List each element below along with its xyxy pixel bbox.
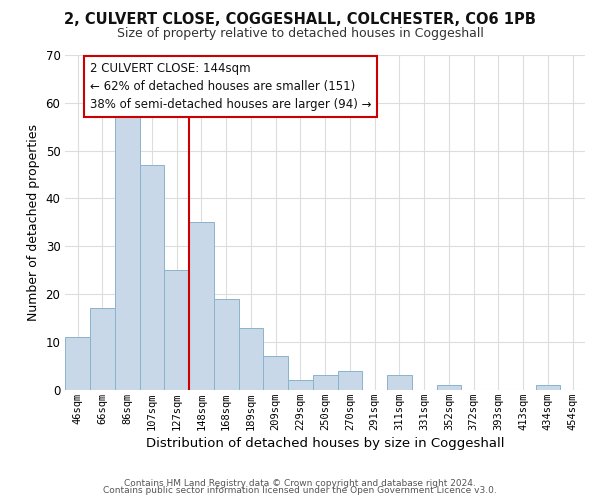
Y-axis label: Number of detached properties: Number of detached properties — [27, 124, 40, 321]
Bar — [263, 356, 288, 390]
Bar — [338, 370, 362, 390]
Bar — [90, 308, 115, 390]
Bar — [65, 337, 90, 390]
Bar — [288, 380, 313, 390]
Bar — [239, 328, 263, 390]
Text: 2 CULVERT CLOSE: 144sqm
← 62% of detached houses are smaller (151)
38% of semi-d: 2 CULVERT CLOSE: 144sqm ← 62% of detache… — [90, 62, 371, 111]
Text: Size of property relative to detached houses in Coggeshall: Size of property relative to detached ho… — [116, 28, 484, 40]
Bar — [313, 376, 338, 390]
Bar — [437, 385, 461, 390]
Text: Contains HM Land Registry data © Crown copyright and database right 2024.: Contains HM Land Registry data © Crown c… — [124, 478, 476, 488]
Bar — [214, 299, 239, 390]
Bar — [140, 165, 164, 390]
Bar — [189, 222, 214, 390]
Bar — [164, 270, 189, 390]
Bar — [387, 376, 412, 390]
Text: 2, CULVERT CLOSE, COGGESHALL, COLCHESTER, CO6 1PB: 2, CULVERT CLOSE, COGGESHALL, COLCHESTER… — [64, 12, 536, 28]
Text: Contains public sector information licensed under the Open Government Licence v3: Contains public sector information licen… — [103, 486, 497, 495]
X-axis label: Distribution of detached houses by size in Coggeshall: Distribution of detached houses by size … — [146, 437, 505, 450]
Bar — [536, 385, 560, 390]
Bar — [115, 117, 140, 390]
